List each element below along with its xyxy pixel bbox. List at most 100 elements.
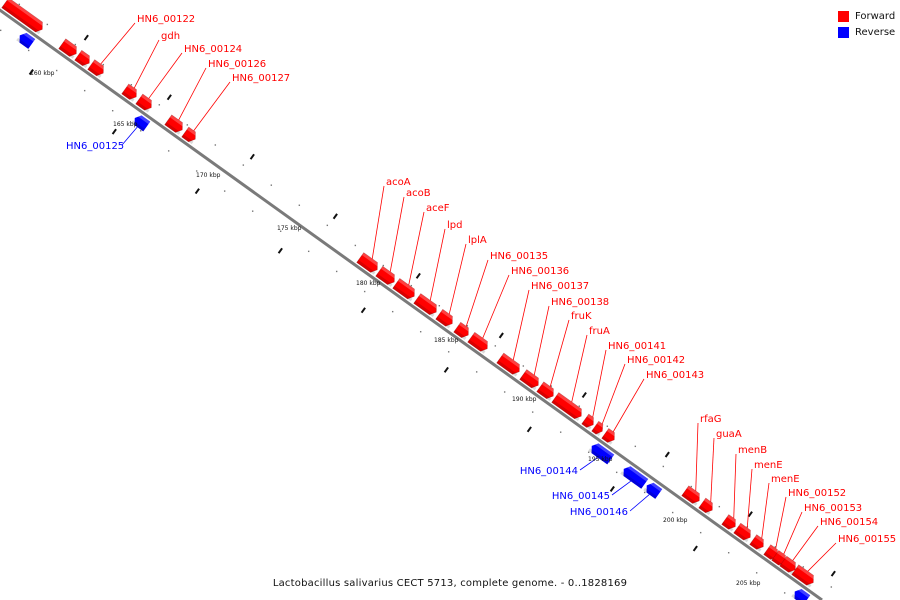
leader-17: [549, 319, 570, 387]
gene-label-frua: fruA: [589, 326, 610, 337]
major-tick: [830, 570, 836, 577]
tick-dot: [503, 391, 506, 393]
tick-label-7: 195 kbp: [588, 456, 613, 463]
legend-forward: Forward: [838, 9, 895, 23]
tick-dot: [475, 371, 478, 373]
tick-dot: [671, 511, 674, 514]
gene-hn6-00135-13: [453, 321, 472, 340]
tick-dot: [298, 204, 301, 206]
leader-29: [792, 525, 819, 561]
tick-dot: [662, 465, 665, 468]
leader-22: [695, 422, 699, 491]
tick-dot: [242, 164, 245, 166]
major-tick: [498, 332, 504, 339]
forward-swatch: [838, 10, 849, 22]
major-tick: [83, 34, 89, 41]
gene-label-hn6-00153: HN6_00153: [804, 503, 862, 514]
leader-15: [512, 289, 530, 361]
leader-27: [775, 496, 787, 549]
tick-dot: [83, 89, 86, 92]
leader-11: [429, 228, 446, 301]
gene-fwd-1-1: [58, 38, 80, 59]
gene-label-rfag: rfaG: [700, 414, 722, 425]
gene-hn6-00154-29: [779, 555, 799, 575]
gene-label-gdh: gdh: [161, 31, 180, 42]
tick-dot: [578, 405, 581, 407]
leader-3: [100, 22, 136, 65]
gene-hn6-00126-6: [164, 114, 186, 135]
tick-dot: [55, 69, 58, 72]
leader-5: [148, 52, 183, 99]
leader-21: [612, 378, 645, 432]
gene-label-guaa: guaA: [716, 429, 742, 440]
tick-dot: [718, 505, 721, 508]
leader-18: [571, 334, 588, 403]
tick-dot: [438, 305, 441, 307]
major-ticks: [28, 34, 836, 577]
major-tick: [415, 272, 421, 279]
tick-dot: [690, 485, 693, 488]
major-tick: [443, 366, 449, 373]
leader-12: [448, 243, 467, 315]
gene-label-hn6-00144: HN6_00144: [520, 466, 578, 477]
major-tick: [166, 94, 172, 101]
tick-dot: [354, 244, 357, 247]
gene-lpd-11: [413, 293, 440, 318]
tick-dot: [783, 592, 786, 594]
leader-20: [601, 363, 626, 424]
gene-label-acef: aceF: [426, 203, 450, 214]
major-tick: [581, 391, 587, 399]
gene-label-menb: menB: [738, 445, 767, 456]
reverse-swatch: [838, 26, 849, 38]
tick-dot: [0, 29, 2, 32]
tick-dot: [18, 3, 21, 6]
tick-dot: [587, 451, 590, 453]
tick-dot: [102, 63, 105, 66]
leader-28: [783, 511, 803, 555]
leader-9: [389, 196, 405, 272]
gene-label-hn6-00125: HN6_00125: [66, 141, 124, 152]
tick-dot: [335, 270, 338, 273]
gene-acef-10: [392, 278, 418, 302]
tick-dot: [634, 445, 637, 448]
tick-dot: [410, 284, 413, 287]
gene-label-hn6-00135: HN6_00135: [490, 251, 548, 262]
gene-mene-25: [733, 522, 754, 543]
major-tick: [111, 128, 117, 135]
leader-6: [178, 67, 207, 121]
tick-label-2: 170 kbp: [196, 172, 221, 179]
leader-14: [482, 274, 510, 339]
gene-label-hn6-00138: HN6_00138: [551, 297, 609, 308]
gene-label-acob: acoB: [406, 188, 431, 199]
tick-dot: [550, 385, 553, 387]
gene-label-fruk: fruK: [571, 311, 592, 322]
gene-rfag-22: [681, 485, 703, 506]
tick-dot: [251, 210, 254, 212]
major-tick: [194, 188, 200, 195]
tick-dot: [606, 425, 609, 427]
gene-label-hn6-00145: HN6_00145: [552, 491, 610, 502]
gene-acob-9: [375, 265, 398, 287]
gene-hn6-00125-1: [131, 113, 151, 132]
gene-hn6-00145-3: [620, 463, 649, 489]
major-tick: [664, 451, 670, 458]
gene-label-hn6-00122: HN6_00122: [137, 14, 195, 25]
tick-dot: [615, 471, 618, 474]
tick-dot: [363, 290, 366, 293]
tick-label-4: 180 kbp: [356, 280, 381, 287]
gene-hn6-00138-16: [519, 369, 542, 391]
gene-label-hn6-00127: HN6_00127: [232, 73, 290, 84]
gene-label-hn6-00142: HN6_00142: [627, 355, 685, 366]
gene-label-hn6-00124: HN6_00124: [184, 44, 242, 55]
leader-13: [465, 259, 489, 327]
major-tick: [277, 247, 283, 254]
gene-label-acoa: acoA: [386, 177, 411, 188]
tick-dot: [270, 184, 273, 186]
tick-dot: [391, 310, 394, 313]
gene-hn6-00143-21: [601, 428, 618, 445]
genome-backbone: [0, 8, 823, 600]
major-tick: [747, 511, 753, 518]
gene-features: [1, 0, 817, 600]
gene-gdh-4: [121, 83, 140, 102]
